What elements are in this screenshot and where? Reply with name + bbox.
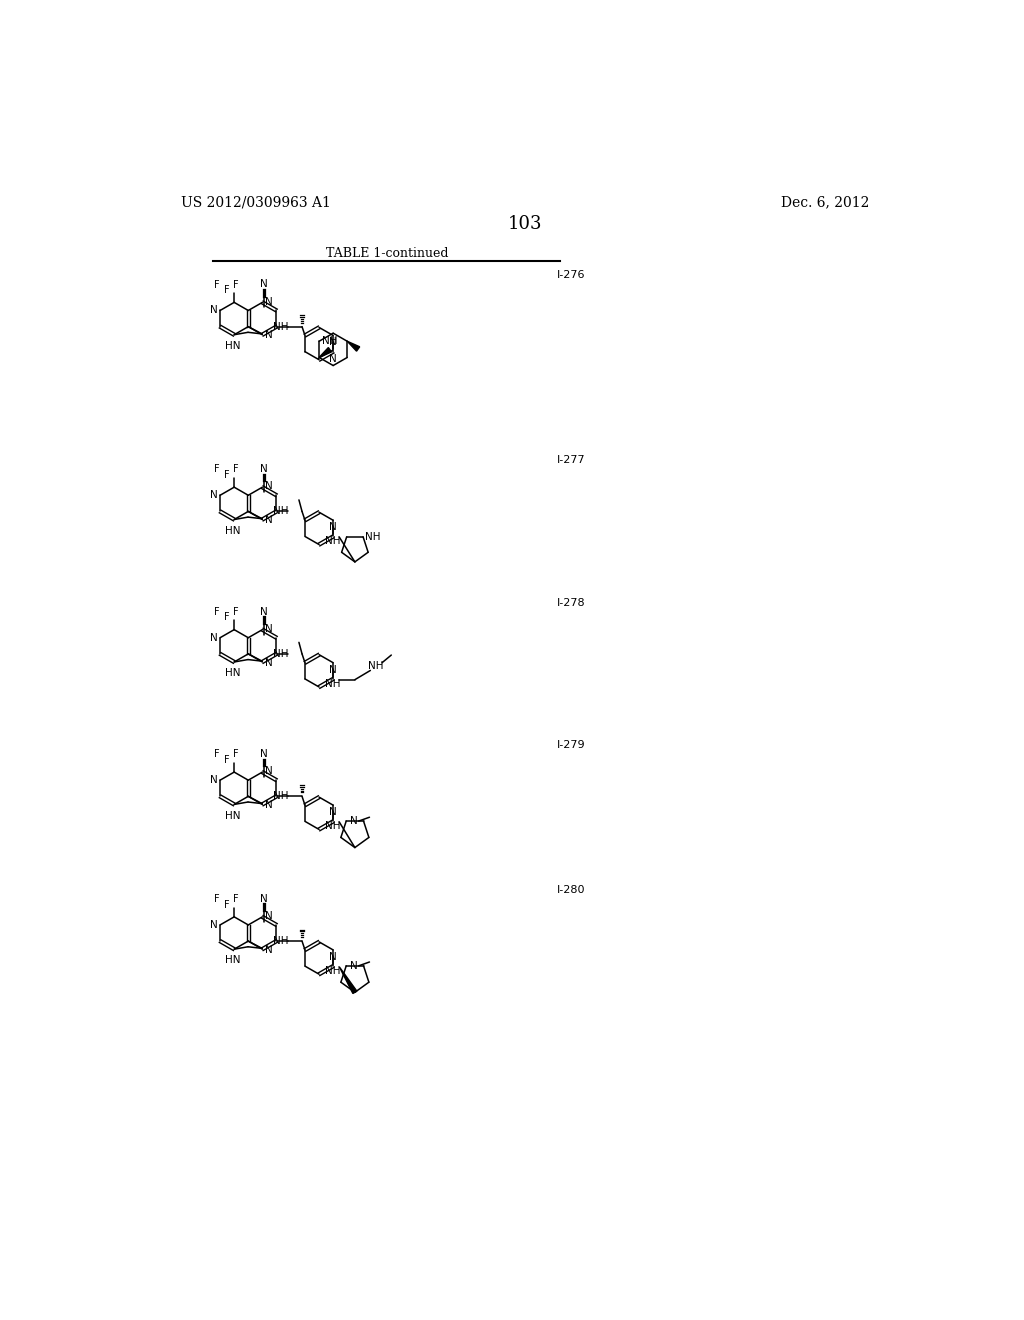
Text: N: N	[265, 945, 273, 954]
Text: N: N	[260, 607, 268, 616]
Text: N: N	[210, 305, 218, 315]
Text: I-276: I-276	[557, 271, 586, 280]
Text: HN: HN	[225, 956, 241, 965]
Text: N: N	[329, 952, 336, 962]
Text: F: F	[214, 607, 220, 616]
Text: N: N	[265, 800, 273, 810]
Text: NH: NH	[273, 507, 289, 516]
Text: F: F	[223, 755, 229, 764]
Text: HN: HN	[225, 341, 241, 351]
Text: N: N	[350, 816, 357, 826]
Text: F: F	[223, 612, 229, 622]
Text: I-277: I-277	[557, 455, 586, 465]
Text: N: N	[329, 665, 336, 675]
Text: N: N	[265, 482, 273, 491]
Text: N: N	[210, 632, 218, 643]
Text: NH: NH	[273, 936, 289, 946]
Text: F: F	[232, 750, 239, 759]
Text: NH: NH	[273, 322, 289, 331]
Text: F: F	[232, 280, 239, 289]
Text: N: N	[265, 624, 273, 634]
Text: F: F	[214, 280, 220, 289]
Text: F: F	[232, 465, 239, 474]
Text: N: N	[210, 775, 218, 785]
Text: NH: NH	[323, 337, 338, 346]
Text: F: F	[214, 750, 220, 759]
Text: F: F	[232, 894, 239, 904]
Text: NH: NH	[326, 536, 341, 546]
Text: NH: NH	[326, 966, 341, 975]
Text: F: F	[223, 285, 229, 296]
Text: NH: NH	[326, 678, 341, 689]
Text: I-280: I-280	[557, 884, 586, 895]
Text: N: N	[265, 330, 273, 341]
Polygon shape	[347, 342, 359, 351]
Text: N: N	[265, 911, 273, 921]
Text: NH: NH	[366, 532, 381, 541]
Text: NH: NH	[273, 649, 289, 659]
Text: F: F	[214, 894, 220, 904]
Text: N: N	[350, 961, 357, 970]
Text: N: N	[265, 657, 273, 668]
Text: F: F	[223, 470, 229, 480]
Text: N: N	[330, 354, 337, 363]
Text: N: N	[210, 920, 218, 929]
Text: US 2012/0309963 A1: US 2012/0309963 A1	[180, 195, 331, 210]
Text: N: N	[329, 807, 336, 817]
Text: F: F	[223, 899, 229, 909]
Polygon shape	[339, 966, 357, 994]
Text: N: N	[265, 515, 273, 525]
Text: F: F	[214, 465, 220, 474]
Text: N: N	[260, 280, 268, 289]
Text: NH: NH	[273, 792, 289, 801]
Text: HN: HN	[225, 668, 241, 678]
Text: NH: NH	[368, 661, 384, 671]
Text: TABLE 1-continued: TABLE 1-continued	[327, 247, 449, 260]
Text: HN: HN	[225, 810, 241, 821]
Text: N: N	[329, 338, 336, 347]
Text: N: N	[265, 767, 273, 776]
Text: I-279: I-279	[557, 741, 586, 750]
Text: N: N	[260, 894, 268, 904]
Text: N: N	[260, 748, 268, 759]
Text: N: N	[260, 465, 268, 474]
Polygon shape	[319, 347, 332, 358]
Text: N: N	[329, 523, 336, 532]
Text: N: N	[265, 297, 273, 306]
Text: N: N	[210, 490, 218, 500]
Text: F: F	[232, 607, 239, 616]
Text: I-278: I-278	[557, 598, 586, 607]
Text: Dec. 6, 2012: Dec. 6, 2012	[780, 195, 869, 210]
Text: NH: NH	[326, 821, 341, 832]
Text: 103: 103	[508, 215, 542, 234]
Text: HN: HN	[225, 525, 241, 536]
